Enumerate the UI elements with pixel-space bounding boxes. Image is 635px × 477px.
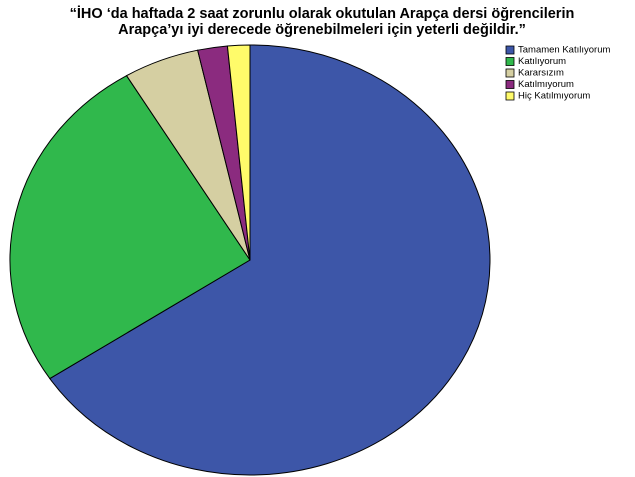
legend-swatch [505, 80, 515, 89]
legend-swatch [505, 68, 515, 78]
legend-swatch [505, 91, 515, 101]
legend-label: Katılıyorum [518, 56, 566, 67]
chart-title: Arapça’yı iyi derecede öğrenebilmeleri i… [118, 22, 526, 38]
chart-title: “İHO ‘da haftada 2 saat zorunlu olarak o… [70, 5, 575, 22]
pie-slice [49, 44, 491, 476]
legend-label: Katılmıyorum [518, 79, 574, 90]
legend-label: Kararsızım [518, 68, 564, 79]
legend-swatch [505, 57, 515, 66]
pie-slice [9, 74, 251, 380]
legend-label: Tamamen Katılıyorum [518, 45, 610, 56]
pie-slice [226, 44, 251, 261]
legend-label: Hiç Katılmıyorum [518, 91, 590, 102]
legend-swatch [505, 45, 515, 55]
